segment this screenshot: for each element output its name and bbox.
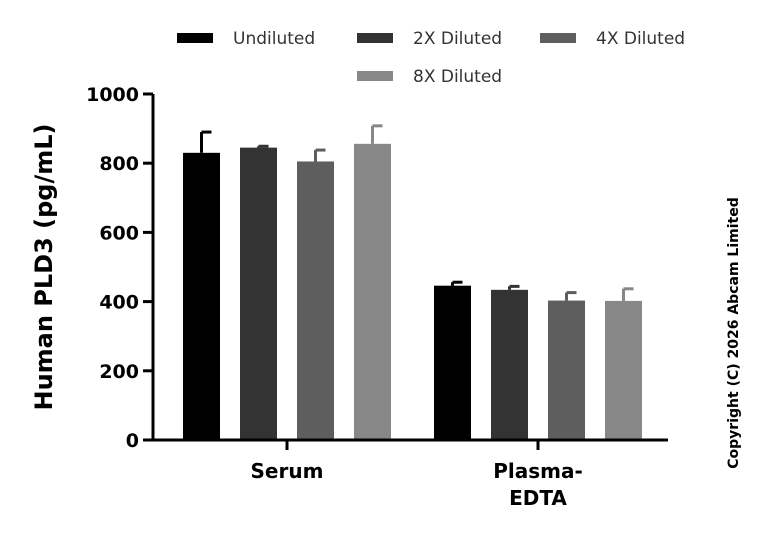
legend-label: Undiluted bbox=[233, 29, 315, 49]
legend-swatch bbox=[357, 33, 393, 43]
copyright-notice: Copyright (C) 2026 Abcam Limited bbox=[726, 197, 742, 468]
y-tick-label: 400 bbox=[99, 292, 139, 314]
bar bbox=[297, 161, 334, 440]
bars bbox=[183, 124, 642, 440]
y-tick-label: 200 bbox=[99, 361, 139, 383]
x-tick-label: Serum bbox=[251, 459, 324, 483]
legend-swatch bbox=[177, 33, 213, 43]
x-axis: Serum Plasma-EDTA bbox=[153, 438, 668, 510]
y-axis-label: Human PLD3 (pg/mL) bbox=[30, 123, 58, 410]
legend-swatch bbox=[357, 71, 393, 81]
bar bbox=[491, 289, 528, 440]
legend-label: 8X Diluted bbox=[413, 67, 502, 87]
bar bbox=[548, 300, 585, 440]
bar bbox=[183, 152, 220, 440]
bar bbox=[354, 143, 391, 440]
bar bbox=[434, 285, 471, 440]
x-tick-label: Plasma-EDTA bbox=[493, 459, 583, 510]
y-tick-label: 600 bbox=[99, 222, 139, 244]
legend-label: 4X Diluted bbox=[596, 29, 685, 49]
legend-label: 2X Diluted bbox=[413, 29, 502, 49]
legend: Undiluted 2X Diluted 4X Diluted 8X Diluted bbox=[177, 29, 685, 87]
legend-swatch bbox=[540, 33, 576, 43]
y-tick-label: 1000 bbox=[86, 84, 139, 106]
y-tick-label: 0 bbox=[126, 430, 139, 452]
bar bbox=[240, 147, 277, 440]
y-axis: 0 200 400 600 800 1000 bbox=[86, 84, 155, 452]
bar bbox=[605, 300, 642, 440]
y-tick-label: 800 bbox=[99, 153, 139, 175]
